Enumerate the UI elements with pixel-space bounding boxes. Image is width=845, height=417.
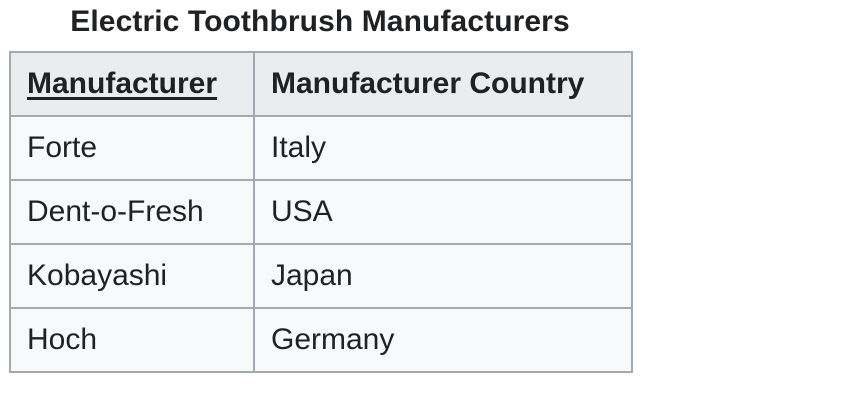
country-cell: Germany (253, 307, 633, 373)
country-cell: Italy (253, 115, 633, 181)
manufacturer-cell: Dent-o-Fresh (9, 179, 255, 245)
table-row: Dent-o-Fresh USA (9, 179, 633, 245)
manufacturer-header-link[interactable]: Manufacturer (27, 67, 218, 100)
table-caption: Electric Toothbrush Manufacturers (70, 5, 570, 38)
header-row: Manufacturer Manufacturer Country (9, 51, 633, 117)
header-manufacturer-country: Manufacturer Country (253, 51, 633, 117)
manufacturer-cell: Hoch (9, 307, 255, 373)
header-manufacturer[interactable]: Manufacturer (9, 51, 255, 117)
manufacturer-cell: Kobayashi (9, 243, 255, 309)
table-row: Kobayashi Japan (9, 243, 633, 309)
table-row: Forte Italy (9, 115, 633, 181)
country-cell: USA (253, 179, 633, 245)
country-cell: Japan (253, 243, 633, 309)
manufacturers-table: Manufacturer Manufacturer Country Forte … (9, 51, 633, 373)
manufacturer-cell: Forte (9, 115, 255, 181)
table-row: Hoch Germany (9, 307, 633, 373)
